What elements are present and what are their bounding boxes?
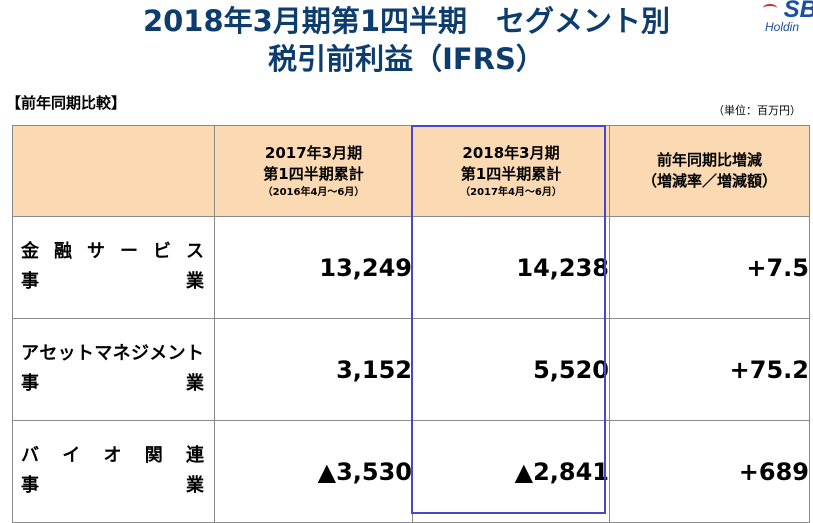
segment-name-char: 業: [186, 475, 204, 496]
header-prev-line2: 第1四半期累計: [263, 164, 364, 183]
table-row: バイオ関連事業 ▲3,530 ▲2,841 +689: [12, 420, 810, 523]
segment-name-char: マ: [94, 343, 113, 364]
header-prev-line1: 2017年3月期: [264, 143, 363, 162]
segment-name-bottom: 事業: [21, 271, 204, 293]
segment-name-char: 業: [186, 271, 204, 292]
header-prev-period: 2017年3月期 第1四半期累計 （2016年4月～6月）: [214, 125, 413, 217]
segment-name-char: メ: [149, 343, 168, 364]
header-curr-period: 2018年3月期 第1四半期累計 （2017年4月～6月）: [412, 125, 610, 217]
segment-name-char: 事: [21, 475, 39, 496]
segment-name-char: ト: [185, 343, 204, 364]
segment-name-top: 金融サービス: [21, 241, 204, 263]
segment-name-char: イ: [62, 445, 81, 466]
segment-name-char: 金: [21, 241, 39, 262]
segment-name-char: ス: [186, 241, 204, 262]
segment-name: バイオ関連事業: [12, 420, 215, 523]
header-yoy-change: 前年同期比増減 （増減率／増減額）: [609, 125, 810, 217]
header-curr-line1: 2018年3月期: [462, 143, 560, 162]
page-title: 2018年3月期第1四半期 セグメント別 税引前利益（IFRS）: [0, 2, 813, 78]
segment-name-char: ビ: [153, 241, 171, 262]
segment-name-char: ジ: [130, 343, 149, 364]
prev-period-value: 3,152: [214, 318, 413, 421]
logo-subtext: Holdin: [765, 20, 800, 34]
yoy-change-value: +689: [609, 420, 810, 523]
segment-name: 金融サービス事業: [12, 216, 215, 319]
segment-name-char: 融: [54, 241, 72, 262]
segment-name-char: ト: [75, 343, 94, 364]
section-label: 【前年同期比較】: [6, 94, 127, 112]
header-curr-line3: （2017年4月～6月）: [460, 186, 562, 198]
header-segment-blank: [12, 125, 215, 217]
logo-swoosh-icon: [763, 4, 777, 12]
segment-name-top: アセットマネジメント: [21, 343, 204, 365]
segment-name: アセットマネジメント事業: [12, 318, 215, 421]
segment-name-char: ン: [167, 343, 186, 364]
header-curr-line2: 第1四半期累計: [460, 164, 562, 183]
unit-note: （単位：百万円）: [713, 104, 801, 117]
logo-mark: SB: [783, 0, 813, 23]
segment-name-char: 事: [21, 271, 39, 292]
curr-period-value: ▲2,841: [412, 420, 610, 523]
segment-name-bottom: 事業: [21, 373, 204, 395]
segment-name-top: バイオ関連: [21, 445, 204, 467]
header-change-line2: （増減率／増減額）: [641, 172, 777, 190]
title-line-2: 税引前利益（IFRS）: [268, 42, 545, 76]
prev-period-value: ▲3,530: [214, 420, 413, 523]
company-logo: SB Holdin: [753, 0, 813, 40]
segment-name-char: ア: [21, 343, 39, 364]
yoy-change-value: +7.5: [609, 216, 810, 319]
curr-period-value: 5,520: [412, 318, 610, 421]
curr-period-value: 14,238: [412, 216, 610, 319]
prev-period-value: 13,249: [214, 216, 413, 319]
segment-name-char: 事: [21, 373, 39, 394]
segment-name-char: ー: [120, 241, 138, 262]
segment-name-bottom: 事業: [21, 475, 204, 497]
segment-name-char: オ: [103, 445, 122, 466]
segment-name-char: ッ: [57, 343, 76, 364]
header-prev-line3: （2016年4月～6月）: [262, 186, 365, 198]
segment-name-char: 連: [186, 445, 204, 466]
segment-name-char: 業: [186, 373, 204, 394]
segment-profit-table: 2017年3月期 第1四半期累計 （2016年4月～6月） 2018年3月期 第…: [12, 125, 810, 523]
table-header-row: 2017年3月期 第1四半期累計 （2016年4月～6月） 2018年3月期 第…: [12, 125, 810, 217]
segment-name-char: ネ: [112, 343, 131, 364]
segment-name-char: サ: [87, 241, 105, 262]
table-row: アセットマネジメント事業 3,152 5,520 +75.2: [12, 318, 810, 421]
header-change-line1: 前年同期比増減: [656, 151, 762, 169]
segment-name-char: バ: [21, 445, 39, 466]
table-row: 金融サービス事業 13,249 14,238 +7.5: [12, 216, 810, 319]
segment-name-char: 関: [144, 445, 163, 466]
segment-name-char: セ: [39, 343, 58, 364]
yoy-change-value: +75.2: [609, 318, 810, 421]
title-line-1: 2018年3月期第1四半期 セグメント別: [142, 4, 671, 38]
